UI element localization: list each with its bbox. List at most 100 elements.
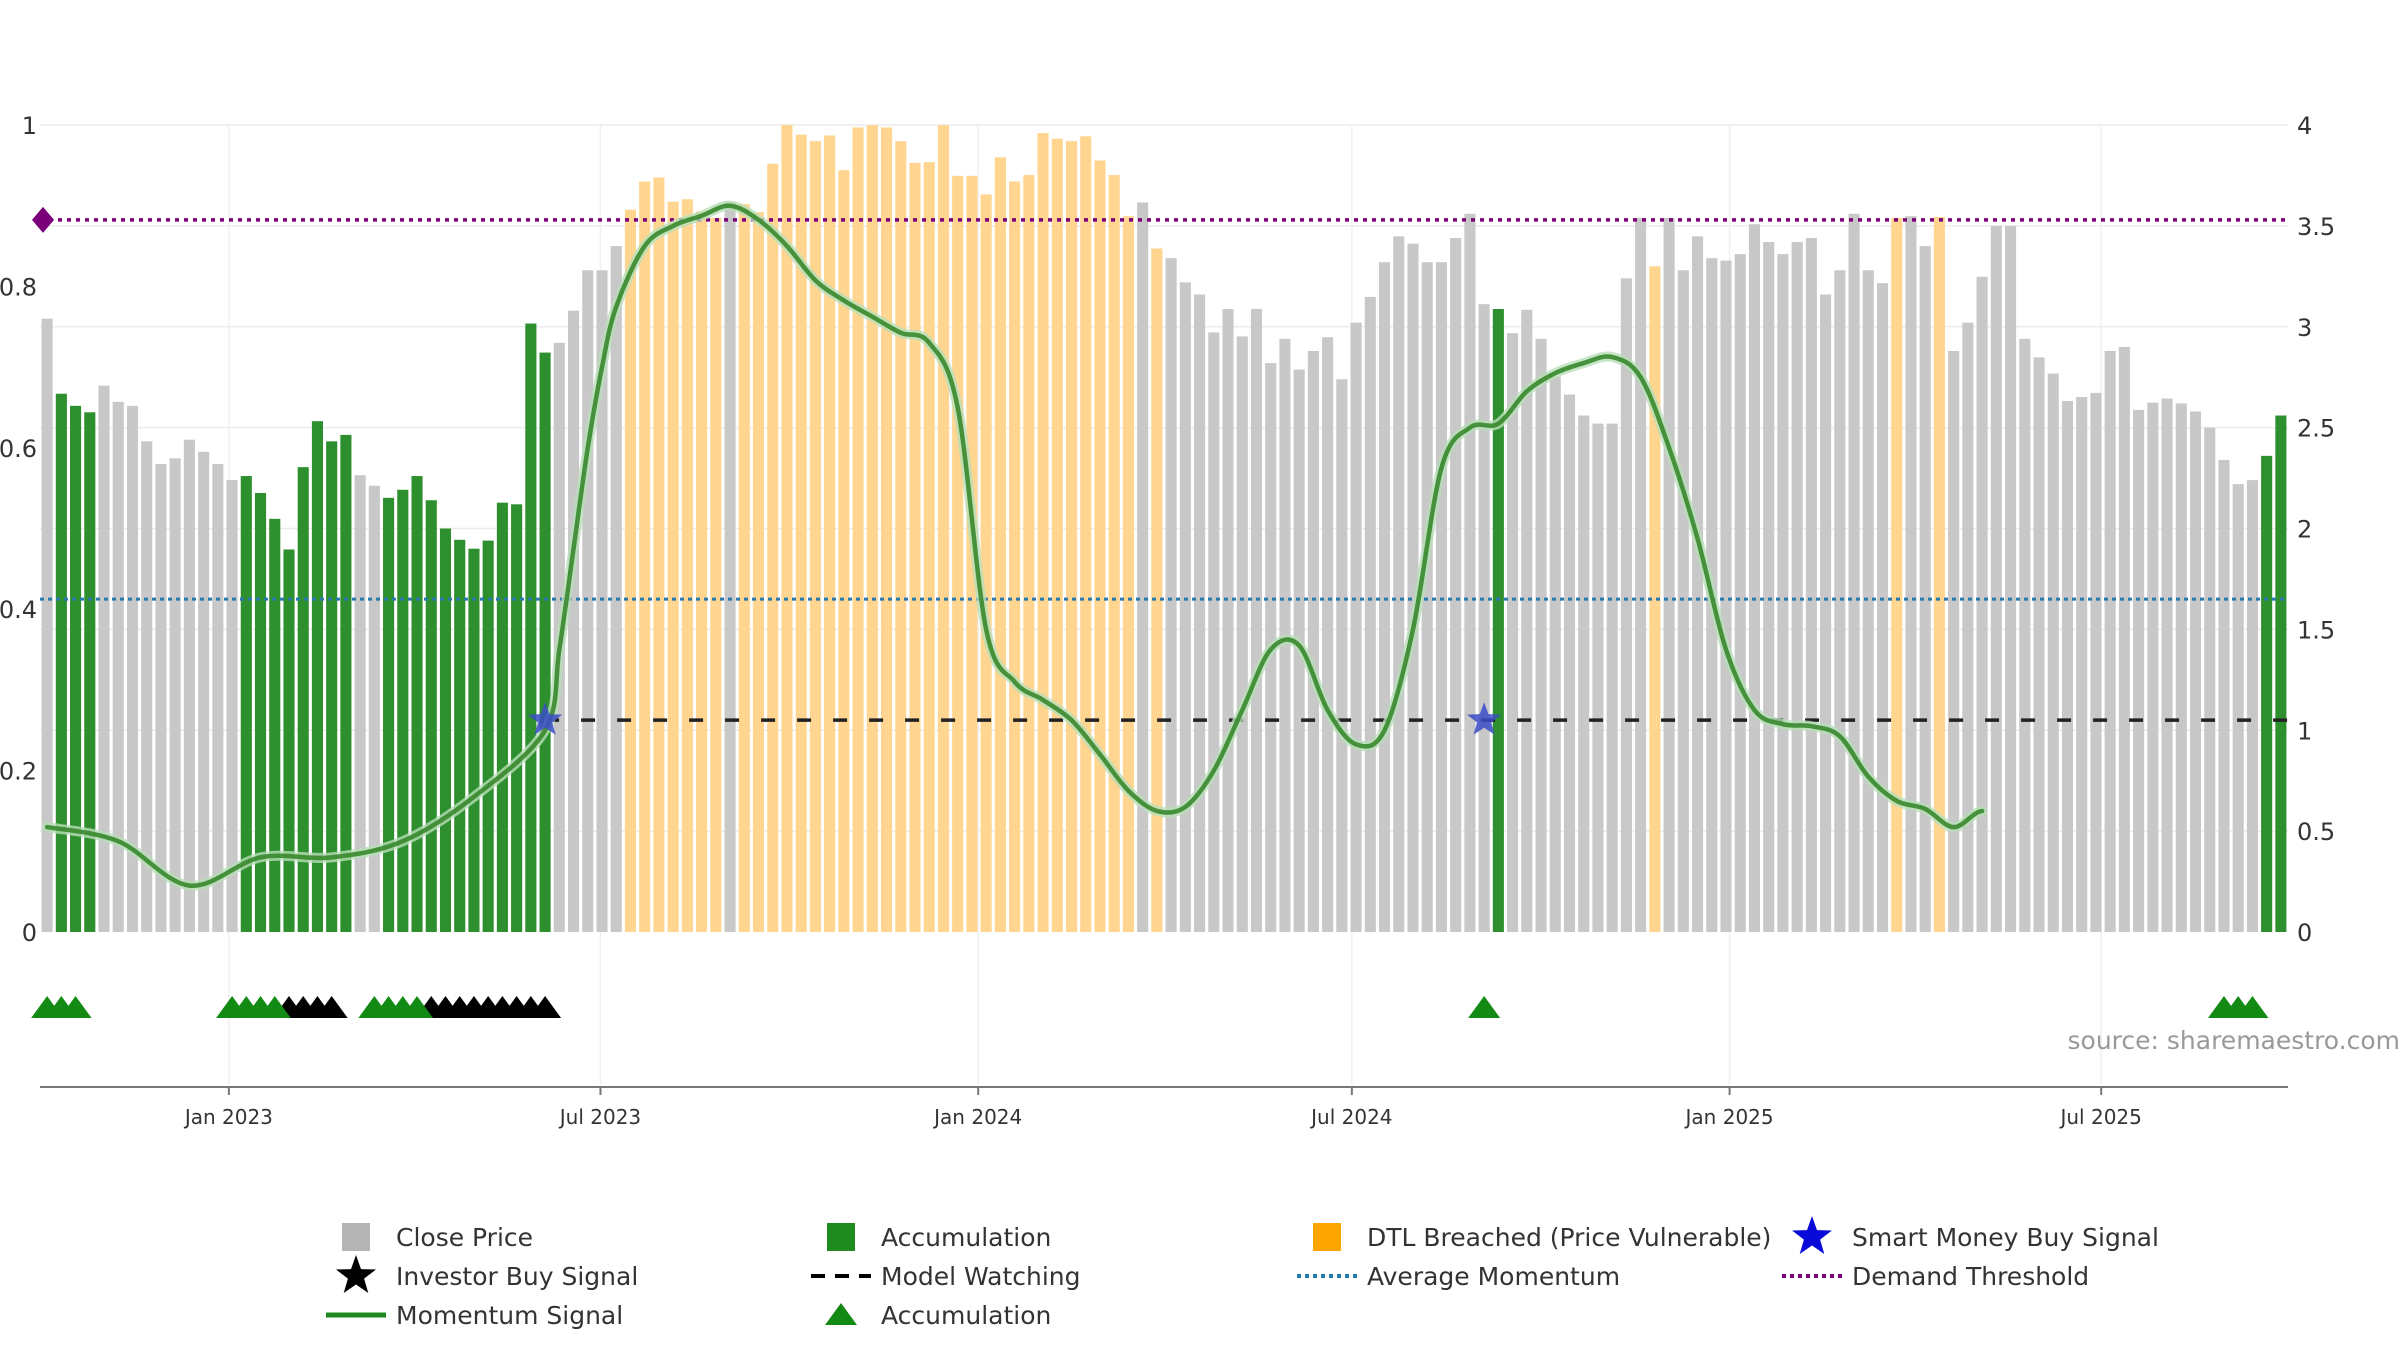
price-bar <box>1222 308 1234 933</box>
legend-item-close: Close Price <box>342 1223 533 1252</box>
price-bar <box>368 485 380 932</box>
price-bar <box>2033 357 2045 932</box>
price-bar <box>1763 242 1775 932</box>
legend: Close Price Accumulation DTL Breached (Pri… <box>326 1216 2159 1330</box>
price-bar <box>1933 216 1945 933</box>
price-bar <box>1834 270 1846 932</box>
legend-item-accum-bar: Accumulation <box>827 1223 1051 1252</box>
price-bar <box>1137 202 1149 933</box>
y-left-tick-label: 1 <box>22 112 37 140</box>
legend-label: Model Watching <box>881 1262 1081 1291</box>
price-bar <box>98 385 110 932</box>
price-bar <box>112 401 124 932</box>
price-bar <box>653 177 665 932</box>
legend-item-accum-marker: Accumulation <box>825 1301 1051 1330</box>
x-tick-label: Jan 2023 <box>183 1105 273 1129</box>
price-bar <box>1009 181 1021 933</box>
y-right-tick-label: 2.5 <box>2297 415 2335 443</box>
legend-star <box>1792 1216 1832 1254</box>
y-right-tick-label: 1 <box>2297 717 2312 745</box>
price-bar <box>1151 248 1163 932</box>
price-bar <box>1364 296 1376 932</box>
price-bar <box>155 463 167 932</box>
price-bar <box>1862 270 1874 932</box>
price-bar <box>582 270 594 932</box>
y-right-tick-label: 3.5 <box>2297 213 2335 241</box>
price-bar <box>2005 225 2017 932</box>
price-bar <box>1820 294 1832 933</box>
price-bar <box>354 475 366 932</box>
y-left-tick-label: 0.2 <box>0 758 37 786</box>
price-bar <box>383 497 395 932</box>
price-bar <box>1990 225 2002 932</box>
price-bar <box>639 181 651 933</box>
price-bar <box>795 134 807 932</box>
price-bar <box>1620 278 1632 933</box>
price-bar <box>212 463 224 932</box>
price-bar <box>1734 254 1746 932</box>
legend-item-dtl: DTL Breached (Price Vulnerable) <box>1313 1223 1771 1252</box>
y-right-tick-label: 0.5 <box>2297 818 2335 846</box>
price-bar <box>1307 350 1319 933</box>
legend-item-watching: Model Watching <box>811 1262 1081 1291</box>
price-bar <box>1023 175 1035 932</box>
price-bar <box>1805 237 1817 933</box>
legend-item-avgmom: Average Momentum <box>1297 1262 1620 1291</box>
accumulation-marker <box>1468 996 1501 1018</box>
price-bar <box>2104 350 2116 933</box>
price-bar <box>254 492 267 932</box>
price-bar <box>2175 403 2187 932</box>
price-bar <box>1407 243 1419 932</box>
price-bar <box>183 439 195 932</box>
price-bar <box>454 539 466 932</box>
price-bar <box>2246 480 2258 932</box>
price-bar <box>2161 398 2173 932</box>
accumulation-marker <box>2236 996 2269 1018</box>
legend-swatch <box>827 1223 855 1251</box>
price-bar <box>439 528 452 932</box>
price-bar <box>1720 260 1732 932</box>
price-bar <box>1535 338 1547 933</box>
price-bar <box>283 549 295 932</box>
legend-label: Investor Buy Signal <box>396 1262 638 1291</box>
smart-money-star <box>1467 702 1502 735</box>
legend-label: Accumulation <box>881 1301 1051 1330</box>
price-bar <box>866 125 878 932</box>
price-bar <box>1563 394 1576 933</box>
price-bar <box>1948 350 1960 933</box>
price-bar <box>1905 216 1917 933</box>
price-bar <box>141 441 153 932</box>
investor-buy-marker <box>529 996 562 1018</box>
accumulation-marker <box>59 996 92 1018</box>
price-bar <box>909 162 921 932</box>
price-bar <box>1663 217 1675 932</box>
y-right-tick-label: 3 <box>2297 314 2312 342</box>
price-bar <box>1165 258 1177 932</box>
investor-buy-marker <box>315 996 348 1018</box>
price-bar <box>2189 411 2202 932</box>
legend-label: DTL Breached (Price Vulnerable) <box>1367 1223 1771 1252</box>
accumulation-marker <box>401 996 434 1018</box>
legend-item-demand: Demand Threshold <box>1782 1262 2089 1291</box>
price-bar <box>1094 160 1106 932</box>
price-bar <box>1592 423 1604 932</box>
price-bar <box>1748 224 1761 933</box>
price-bar <box>1777 254 1789 932</box>
legend-label: Average Momentum <box>1367 1262 1620 1291</box>
price-bar <box>1507 333 1519 932</box>
price-bar <box>1450 237 1462 933</box>
price-bar <box>340 434 352 932</box>
legend-star <box>336 1255 376 1293</box>
price-bar <box>1891 217 1903 932</box>
price-bar <box>1421 262 1433 932</box>
x-tick-label: Jul 2023 <box>558 1105 641 1129</box>
price-bar <box>1791 242 1803 932</box>
price-bar <box>169 458 181 932</box>
price-bar <box>311 421 323 932</box>
price-bar <box>610 246 622 933</box>
price-bar <box>539 352 551 933</box>
price-bar <box>738 204 750 932</box>
price-bar <box>411 476 423 932</box>
price-bar <box>809 141 821 932</box>
